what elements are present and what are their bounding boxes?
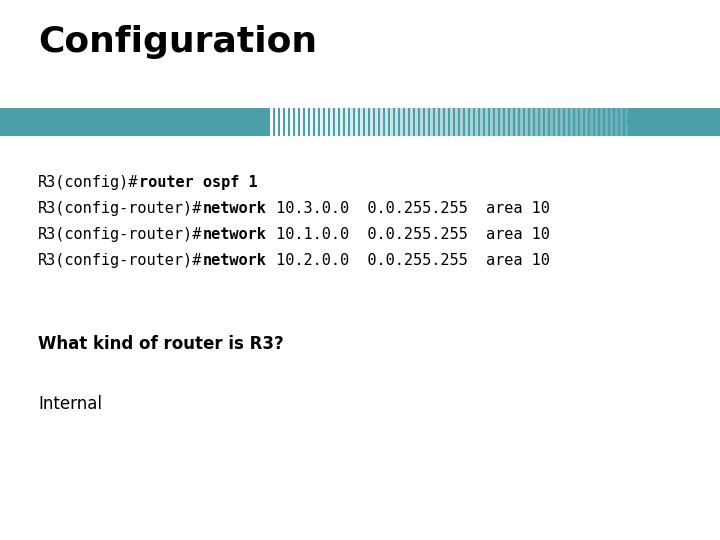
- Bar: [280, 108, 283, 136]
- Bar: [525, 108, 528, 136]
- Text: 10.3.0.0  0.0.255.255  area 10: 10.3.0.0 0.0.255.255 area 10: [267, 201, 550, 216]
- Bar: [320, 108, 323, 136]
- Text: 10.2.0.0  0.0.255.255  area 10: 10.2.0.0 0.0.255.255 area 10: [267, 253, 550, 268]
- Bar: [465, 108, 468, 136]
- Bar: [540, 108, 543, 136]
- Bar: [610, 108, 613, 136]
- Bar: [300, 108, 303, 136]
- Bar: [345, 108, 348, 136]
- Bar: [340, 108, 343, 136]
- Bar: [350, 108, 353, 136]
- Bar: [405, 108, 408, 136]
- Bar: [545, 108, 548, 136]
- Bar: [625, 108, 628, 136]
- Text: R3(config-router)#: R3(config-router)#: [38, 253, 202, 268]
- Bar: [380, 108, 383, 136]
- Bar: [595, 108, 598, 136]
- Bar: [495, 108, 498, 136]
- Bar: [275, 108, 278, 136]
- Bar: [335, 108, 338, 136]
- Bar: [370, 108, 373, 136]
- Bar: [620, 108, 623, 136]
- Bar: [605, 108, 608, 136]
- Bar: [375, 108, 378, 136]
- Bar: [590, 108, 593, 136]
- Text: Cisco.com: Cisco.com: [626, 114, 712, 130]
- Bar: [460, 108, 463, 136]
- Bar: [360, 108, 363, 136]
- Bar: [580, 108, 583, 136]
- Bar: [550, 108, 553, 136]
- Bar: [430, 108, 433, 136]
- Bar: [560, 108, 563, 136]
- Bar: [615, 108, 618, 136]
- Bar: [290, 108, 293, 136]
- Bar: [485, 108, 488, 136]
- Bar: [390, 108, 393, 136]
- Bar: [480, 108, 483, 136]
- Bar: [355, 108, 358, 136]
- Text: R3(config-router)#: R3(config-router)#: [38, 227, 202, 242]
- Bar: [555, 108, 558, 136]
- Bar: [510, 108, 513, 136]
- Text: R3(config)#: R3(config)#: [38, 175, 138, 190]
- Text: Configuration: Configuration: [38, 25, 317, 59]
- Text: router ospf 1: router ospf 1: [139, 175, 258, 190]
- Bar: [445, 108, 448, 136]
- Text: network: network: [203, 227, 267, 242]
- Text: R3(config-router)#: R3(config-router)#: [38, 201, 202, 216]
- Bar: [435, 108, 438, 136]
- Bar: [575, 108, 578, 136]
- Bar: [470, 108, 473, 136]
- Bar: [305, 108, 308, 136]
- Bar: [515, 108, 518, 136]
- Text: network: network: [203, 201, 267, 216]
- Bar: [310, 108, 313, 136]
- Bar: [295, 108, 298, 136]
- Bar: [410, 108, 413, 136]
- Bar: [505, 108, 508, 136]
- Bar: [490, 108, 493, 136]
- Text: 10.1.0.0  0.0.255.255  area 10: 10.1.0.0 0.0.255.255 area 10: [267, 227, 550, 242]
- Bar: [600, 108, 603, 136]
- Bar: [570, 108, 573, 136]
- Bar: [325, 108, 328, 136]
- Bar: [425, 108, 428, 136]
- Bar: [530, 108, 533, 136]
- Text: What kind of router is R3?: What kind of router is R3?: [38, 335, 284, 353]
- Bar: [395, 108, 398, 136]
- Text: network: network: [203, 253, 267, 268]
- Bar: [285, 108, 288, 136]
- Bar: [520, 108, 523, 136]
- Bar: [0, 108, 720, 136]
- Bar: [415, 108, 418, 136]
- Bar: [315, 108, 318, 136]
- Bar: [535, 108, 538, 136]
- Bar: [500, 108, 503, 136]
- Text: Internal: Internal: [38, 395, 102, 413]
- Bar: [365, 108, 368, 136]
- Bar: [420, 108, 423, 136]
- Bar: [455, 108, 458, 136]
- Bar: [585, 108, 588, 136]
- Bar: [270, 108, 273, 136]
- Bar: [450, 108, 453, 136]
- Bar: [440, 108, 443, 136]
- Bar: [400, 108, 403, 136]
- Bar: [330, 108, 333, 136]
- Bar: [385, 108, 388, 136]
- Bar: [565, 108, 568, 136]
- Bar: [475, 108, 478, 136]
